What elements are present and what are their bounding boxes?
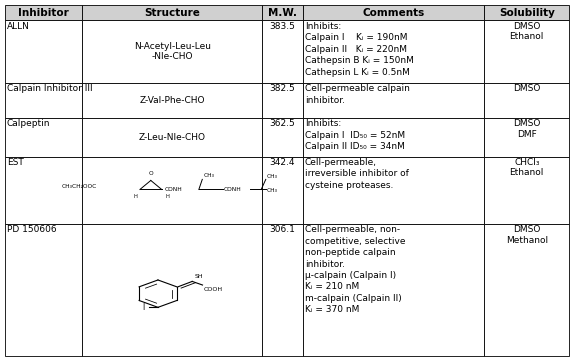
Text: H: H: [133, 194, 137, 199]
Bar: [484, 83, 569, 118]
Text: Structure: Structure: [144, 8, 200, 18]
Bar: [262, 21, 303, 83]
Text: PD 150606: PD 150606: [7, 225, 57, 234]
Text: M.W.: M.W.: [268, 8, 297, 18]
Text: CH₃: CH₃: [267, 174, 278, 179]
Bar: [5, 5, 82, 21]
Bar: [262, 5, 303, 21]
Bar: [82, 83, 262, 118]
Text: DMSO
Ethanol: DMSO Ethanol: [510, 22, 544, 41]
Text: Calpain Inhibitor III: Calpain Inhibitor III: [7, 84, 93, 93]
Text: EST: EST: [7, 158, 23, 167]
Text: CONH: CONH: [165, 187, 182, 192]
Bar: [484, 21, 569, 83]
Bar: [484, 5, 569, 21]
Text: ALLN: ALLN: [7, 22, 30, 31]
Text: CHCl₃
Ethanol: CHCl₃ Ethanol: [510, 158, 544, 177]
Text: 362.5: 362.5: [269, 120, 295, 129]
Bar: [303, 83, 484, 118]
Bar: [262, 224, 303, 356]
Text: Cell-permeable, non-
competitive, selective
non-peptide calpain
inhibitor.
μ-cal: Cell-permeable, non- competitive, select…: [305, 225, 406, 314]
Text: Calpeptin: Calpeptin: [7, 120, 50, 129]
Bar: [5, 83, 82, 118]
Bar: [262, 157, 303, 224]
Bar: [5, 21, 82, 83]
Bar: [303, 5, 484, 21]
Text: Solubility: Solubility: [499, 8, 555, 18]
Text: Inhibits:
Calpain I    Kᵢ = 190nM
Calpain II   Kᵢ = 220nM
Cathepsin B Kᵢ = 150nM: Inhibits: Calpain I Kᵢ = 190nM Calpain I…: [305, 22, 414, 77]
Bar: [262, 118, 303, 157]
Bar: [303, 118, 484, 157]
Bar: [82, 157, 262, 224]
Text: SH: SH: [194, 274, 203, 279]
Text: 383.5: 383.5: [269, 22, 295, 31]
Text: CONH: CONH: [224, 187, 241, 192]
Bar: [82, 224, 262, 356]
Text: O: O: [149, 171, 153, 176]
Text: Comments: Comments: [363, 8, 424, 18]
Text: COOH: COOH: [204, 287, 223, 292]
Text: CH₃: CH₃: [204, 173, 214, 178]
Text: Z-Val-Phe-CHO: Z-Val-Phe-CHO: [140, 96, 205, 105]
Text: N-Acetyl-Leu-Leu
-Nle-CHO: N-Acetyl-Leu-Leu -Nle-CHO: [134, 42, 210, 61]
Text: 342.4: 342.4: [269, 158, 295, 167]
Text: Inhibitor: Inhibitor: [18, 8, 69, 18]
Text: Z-Leu-Nle-CHO: Z-Leu-Nle-CHO: [139, 133, 206, 142]
Text: CH₃: CH₃: [267, 188, 278, 193]
Text: DMSO
DMF: DMSO DMF: [513, 120, 541, 139]
Bar: [5, 157, 82, 224]
Text: DMSO: DMSO: [513, 84, 541, 93]
Text: 382.5: 382.5: [269, 84, 295, 93]
Bar: [303, 224, 484, 356]
Bar: [5, 118, 82, 157]
Bar: [82, 21, 262, 83]
Bar: [484, 224, 569, 356]
Bar: [303, 21, 484, 83]
Bar: [484, 118, 569, 157]
Text: I: I: [142, 303, 144, 312]
Text: CH₃CH₂OOC: CH₃CH₂OOC: [62, 184, 97, 189]
Text: 306.1: 306.1: [269, 225, 295, 234]
Text: Inhibits:
Calpain I  ID₅₀ = 52nM
Calpain II ID₅₀ = 34nM: Inhibits: Calpain I ID₅₀ = 52nM Calpain …: [305, 120, 405, 151]
Bar: [303, 157, 484, 224]
Bar: [262, 83, 303, 118]
Bar: [82, 5, 262, 21]
Bar: [484, 157, 569, 224]
Text: Cell-permeable,
irreversible inhibitor of
cysteine proteases.: Cell-permeable, irreversible inhibitor o…: [305, 158, 409, 190]
Bar: [5, 224, 82, 356]
Text: DMSO
Methanol: DMSO Methanol: [506, 225, 548, 244]
Bar: [82, 118, 262, 157]
Text: H: H: [165, 194, 169, 199]
Text: Cell-permeable calpain
inhibitor.: Cell-permeable calpain inhibitor.: [305, 84, 410, 104]
